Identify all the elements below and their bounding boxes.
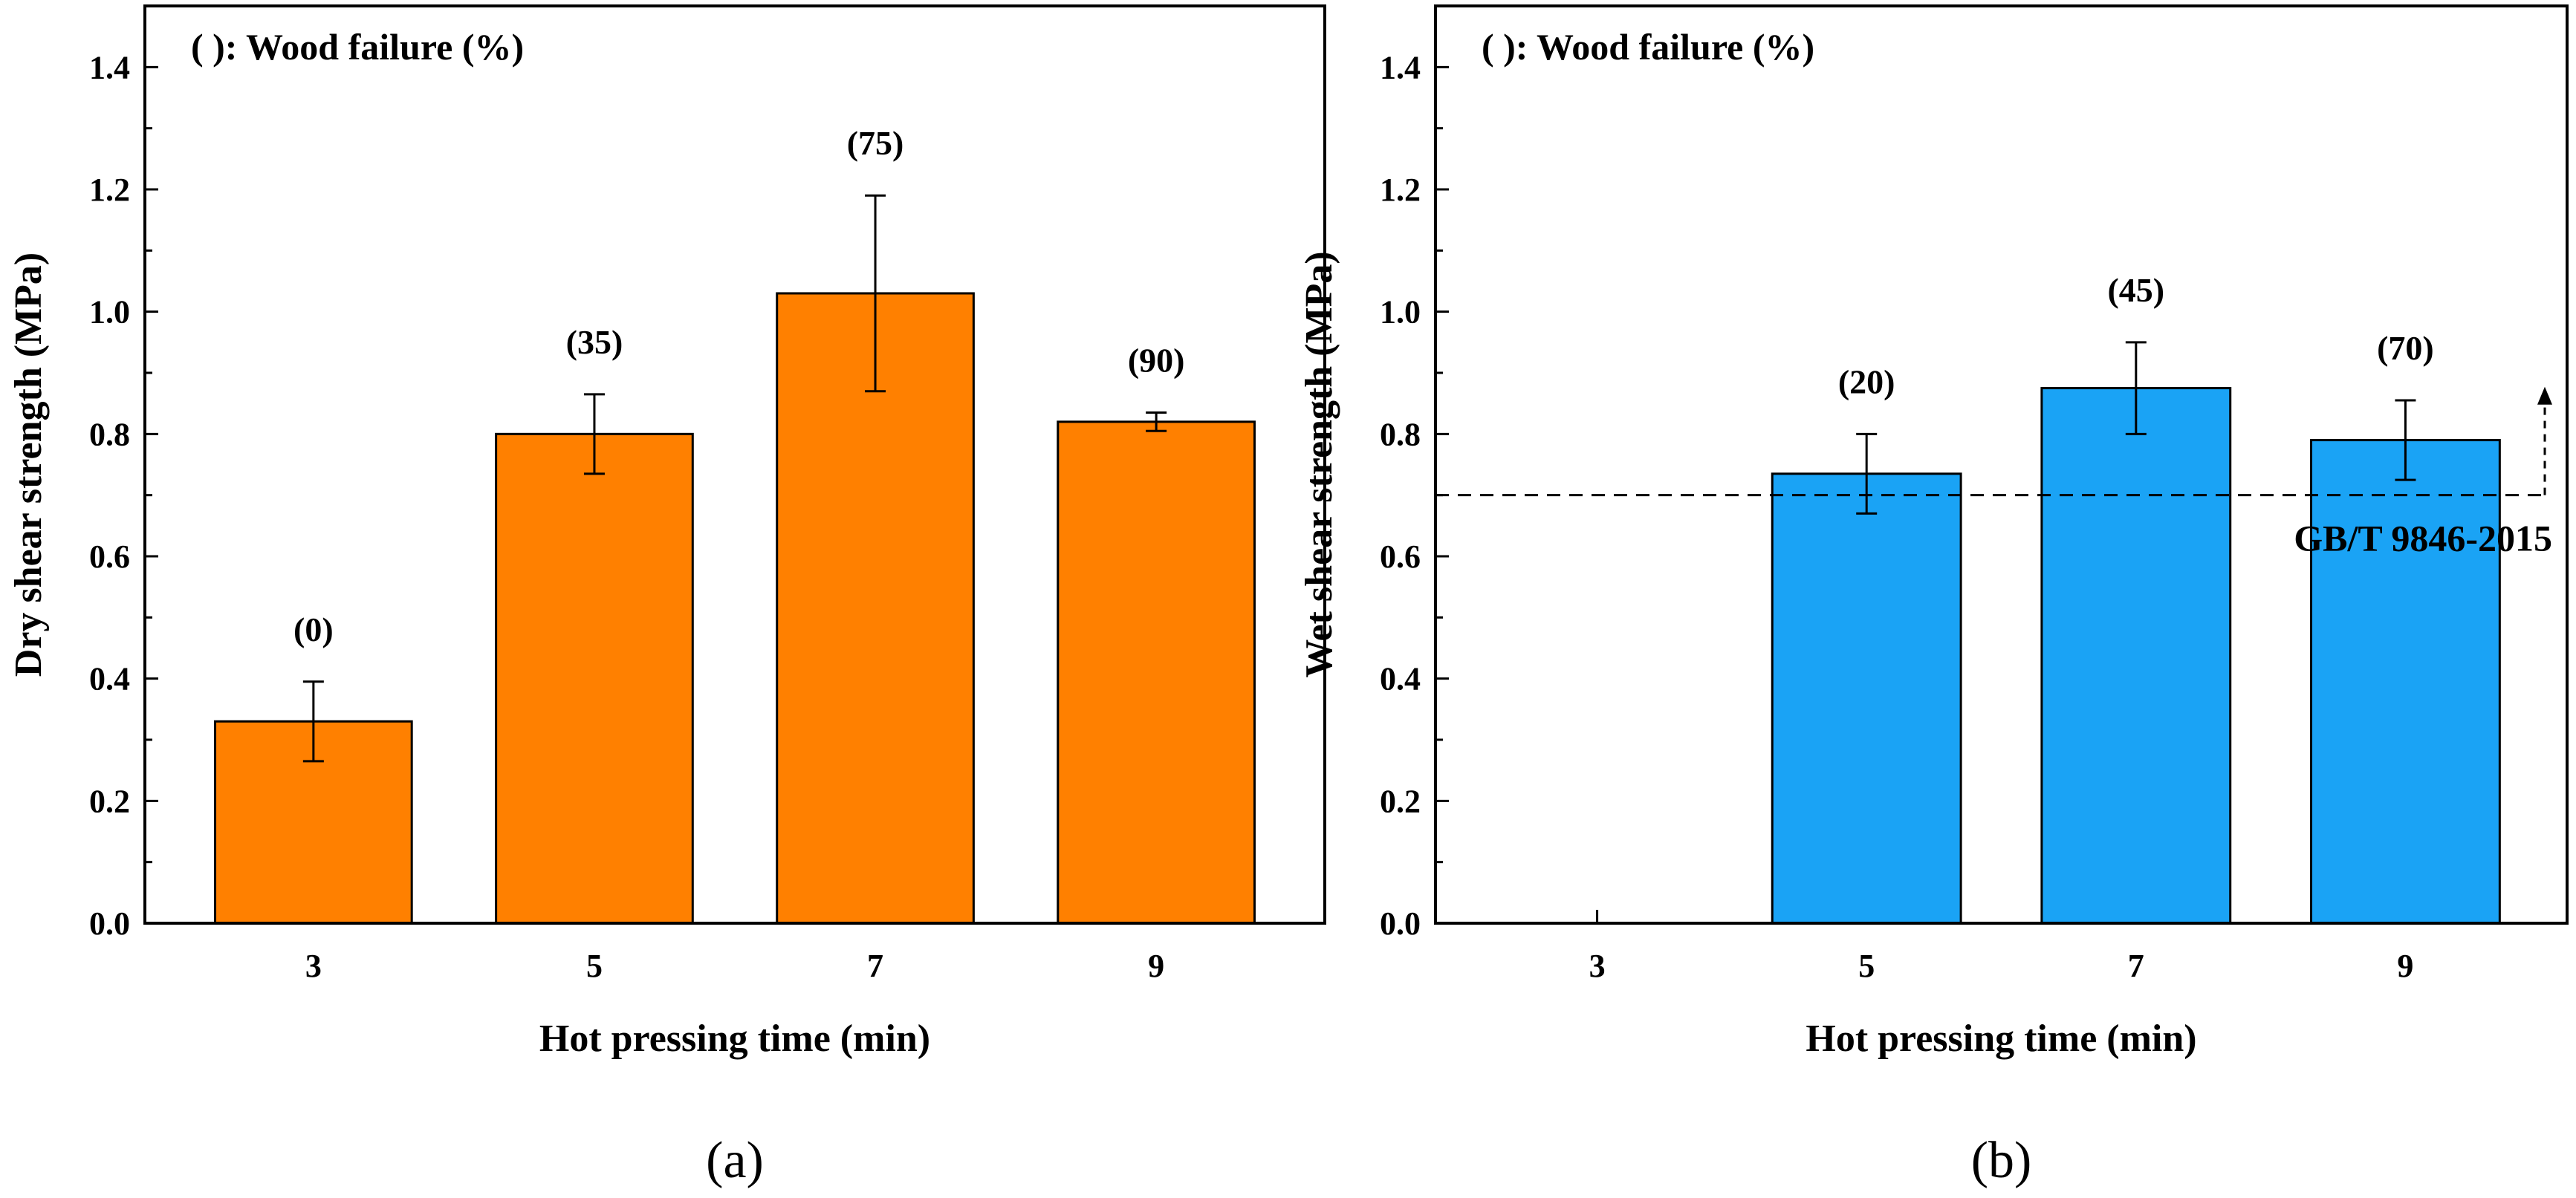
plot-frame xyxy=(143,4,1326,925)
panel-a: 0.0 0.2 0.4 0.6 0.8 1.0 1.2 1.4 3 (0) 5 (35) 7 (75) 9 (… xyxy=(7,4,1326,1189)
wood-failure-label: (45) xyxy=(2107,271,2164,309)
wood-failure-note: ( ): Wood failure (%) xyxy=(1482,26,1814,68)
y-tick-label: 1.4 xyxy=(1380,49,1421,85)
y-tick-label: 0.8 xyxy=(1380,416,1421,452)
y-tick-label: 0.2 xyxy=(89,783,130,819)
bar xyxy=(495,432,694,925)
x-tick-label: 9 xyxy=(2397,948,2413,984)
wood-failure-label: (35) xyxy=(566,323,623,361)
y-tick-label: 1.4 xyxy=(89,49,130,85)
panel-label: (a) xyxy=(706,1132,764,1189)
y-tick-label: 0.2 xyxy=(1380,783,1421,819)
wood-failure-label: (90) xyxy=(1128,342,1185,380)
bar xyxy=(2310,439,2501,925)
x-tick-label: 9 xyxy=(1148,948,1164,984)
wood-failure-note: ( ): Wood failure (%) xyxy=(191,26,524,68)
reference-arrow-head xyxy=(2537,386,2552,405)
wood-failure-label: (75) xyxy=(847,124,904,162)
y-tick-label: 1.2 xyxy=(1380,172,1421,208)
bar xyxy=(1771,472,1962,925)
x-axis-title: Hot pressing time (min) xyxy=(539,1018,930,1060)
x-tick-label: 5 xyxy=(1858,948,1875,984)
x-tick-label: 5 xyxy=(586,948,603,984)
y-axis-title: Wet shear strength (MPa) xyxy=(1298,251,1340,677)
y-tick-label: 0.8 xyxy=(89,416,130,452)
y-tick-label: 0.4 xyxy=(89,661,130,697)
y-tick-label: 0.6 xyxy=(89,538,130,575)
wood-failure-label: (0) xyxy=(293,611,334,648)
y-tick-label: 1.2 xyxy=(89,172,130,208)
wood-failure-label: (20) xyxy=(1838,362,1895,400)
y-tick-label: 1.0 xyxy=(89,294,130,331)
x-tick-label: 3 xyxy=(305,948,322,984)
bar xyxy=(2040,387,2232,925)
reference-line-label: GB/T 9846-2015 xyxy=(2294,518,2552,559)
x-tick-label: 7 xyxy=(2128,948,2144,984)
y-tick-label: 1.0 xyxy=(1380,294,1421,331)
wood-failure-label: (70) xyxy=(2377,329,2434,367)
y-tick-label: 0.0 xyxy=(89,905,130,942)
x-axis-title: Hot pressing time (min) xyxy=(1806,1018,2196,1060)
y-tick-label: 0.6 xyxy=(1380,538,1421,575)
x-tick-label: 7 xyxy=(867,948,883,984)
y-tick-label: 0.0 xyxy=(1380,905,1421,942)
y-axis-title: Dry shear strength (MPa) xyxy=(7,253,50,677)
panel-b: 0.0 0.2 0.4 0.6 0.8 1.0 1.2 1.4 3 5 (20) 7 (45) 9 (70)… xyxy=(1298,4,2569,1189)
y-tick-label: 0.4 xyxy=(1380,661,1421,697)
bar xyxy=(776,292,975,925)
bar xyxy=(1057,420,1256,925)
x-tick-label: 3 xyxy=(1589,948,1606,984)
plot-frame xyxy=(1434,4,2569,925)
panel-label: (b) xyxy=(1971,1132,2032,1189)
